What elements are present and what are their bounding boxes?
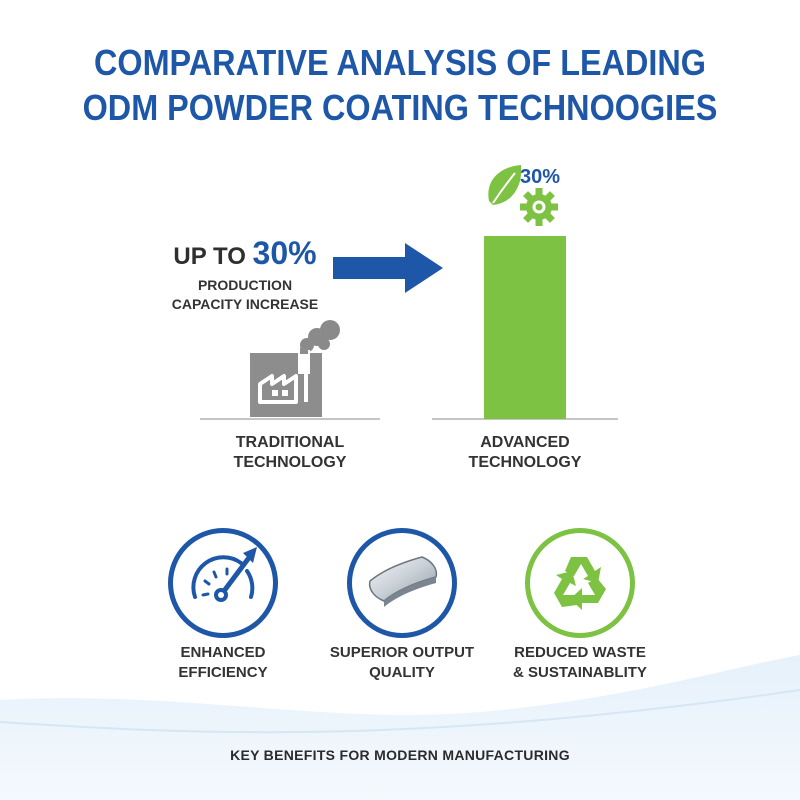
quality-line-1: SUPERIOR OUTPUT bbox=[329, 644, 475, 661]
footer-text: KEY BENEFITS FOR MODERN MANUFACTURING bbox=[230, 747, 570, 763]
sustainability-badge bbox=[525, 528, 635, 638]
efficiency-line-1: ENHANCED bbox=[180, 644, 266, 661]
bar-percentage-label: 30% bbox=[520, 166, 561, 188]
sustainability-line-2: & SUSTAINABLITY bbox=[513, 664, 647, 681]
increase-prefix: UP TO bbox=[173, 243, 253, 270]
advanced-line-2: TECHNOLOGY bbox=[468, 454, 582, 471]
increase-line-1: PRODUCTION bbox=[197, 277, 293, 293]
title-line-2: ODM POWDER COATING TECHNOOGIES bbox=[82, 87, 718, 128]
title-line-1: COMPARATIVE ANALYSIS OF LEADING bbox=[93, 42, 707, 83]
sustainability-line-1: REDUCED WASTE bbox=[514, 644, 646, 661]
traditional-caption: TRADITIONAL TECHNOLOGY bbox=[200, 433, 380, 473]
advanced-bar bbox=[484, 236, 566, 419]
recycle-icon bbox=[554, 557, 606, 610]
traditional-line-1: TRADITIONAL bbox=[235, 434, 345, 451]
coated-sheet-icon bbox=[368, 556, 438, 607]
traditional-line-2: TECHNOLOGY bbox=[233, 454, 347, 471]
traditional-baseline bbox=[200, 418, 380, 420]
efficiency-label: ENHANCED EFFICIENCY bbox=[138, 643, 308, 683]
quality-label: SUPERIOR OUTPUT QUALITY bbox=[317, 643, 487, 683]
quality-line-2: QUALITY bbox=[369, 664, 435, 681]
page-title: COMPARATIVE ANALYSIS OF LEADING ODM POWD… bbox=[40, 40, 760, 130]
right-arrow-icon bbox=[333, 243, 443, 293]
increase-description: PRODUCTION CAPACITY INCREASE bbox=[150, 276, 340, 314]
speedometer-icon bbox=[191, 547, 257, 602]
increase-value: 30% bbox=[252, 235, 317, 271]
quality-badge bbox=[347, 528, 457, 638]
factory-icon bbox=[250, 320, 340, 417]
efficiency-line-2: EFFICIENCY bbox=[178, 664, 268, 681]
advanced-baseline bbox=[432, 418, 618, 420]
increase-line-2: CAPACITY INCREASE bbox=[171, 296, 319, 312]
advanced-caption: ADVANCED TECHNOLOGY bbox=[432, 433, 618, 473]
efficiency-badge bbox=[168, 528, 278, 638]
increase-headline: UP TO 30% bbox=[150, 235, 340, 272]
advanced-line-1: ADVANCED bbox=[480, 434, 570, 451]
sustainability-label: REDUCED WASTE & SUSTAINABLITY bbox=[495, 643, 665, 683]
leaf-gear-icon bbox=[488, 165, 558, 226]
